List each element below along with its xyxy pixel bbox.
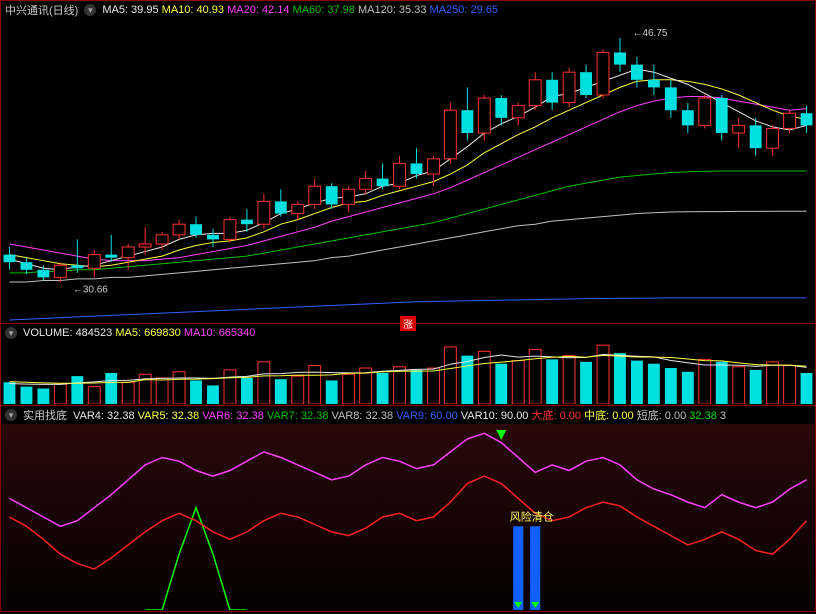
indicator-header: ▾ 实用找底 VAR4: 32.38 VAR5: 32.38 VAR6: 32.… — [1, 406, 815, 424]
candle-chart-area[interactable]: ←46.75 ←30.66 — [1, 19, 815, 323]
chevron-down-icon[interactable]: ▾ — [84, 4, 96, 16]
chevron-down-icon[interactable]: ▾ — [5, 327, 17, 339]
svg-text:风险清仓: 风险清仓 — [510, 510, 554, 524]
indicator-panel[interactable]: ▾ 实用找底 VAR4: 32.38 VAR5: 32.38 VAR6: 32.… — [0, 406, 816, 612]
chevron-down-icon[interactable]: ▾ — [5, 409, 17, 421]
candlestick-panel[interactable]: 中兴通讯(日线) ▾ MA5: 39.95 MA10: 40.93 MA20: … — [0, 0, 816, 324]
stock-title: 中兴通讯(日线) — [5, 2, 78, 18]
volume-panel[interactable]: ▾ VOLUME: 484523 MA5: 669830 MA10: 66534… — [0, 324, 816, 406]
volume-legend: VOLUME: 484523 MA5: 669830 MA10: 665340 — [23, 327, 255, 339]
volume-chart-area[interactable] — [1, 342, 815, 405]
zhang-badge: 涨 — [400, 316, 416, 331]
indicator-chart-area[interactable]: 风险清仓 — [1, 424, 815, 611]
indicator-title: 实用找底 — [23, 407, 67, 423]
candle-header: 中兴通讯(日线) ▾ MA5: 39.95 MA10: 40.93 MA20: … — [1, 1, 815, 19]
svg-text:←46.75: ←46.75 — [632, 28, 667, 39]
svg-text:←30.66: ←30.66 — [73, 285, 108, 296]
ma-legend: MA5: 39.95 MA10: 40.93 MA20: 42.14 MA60:… — [102, 4, 498, 16]
indicator-legend: VAR4: 32.38 VAR5: 32.38 VAR6: 32.38 VAR7… — [73, 407, 726, 423]
